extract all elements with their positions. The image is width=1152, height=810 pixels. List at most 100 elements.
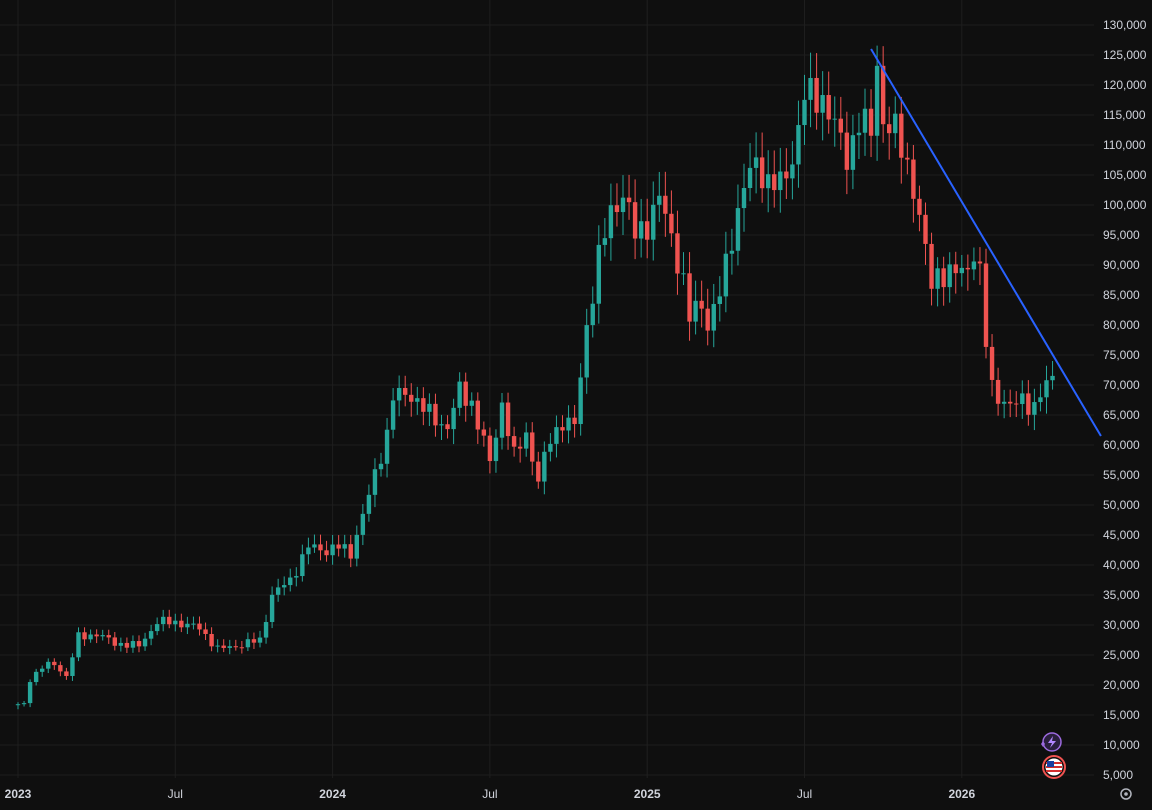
candle — [759, 132, 765, 203]
candle-body — [1038, 397, 1043, 403]
candle-body — [911, 159, 916, 199]
candle-body — [578, 377, 583, 425]
y-tick-label: 30,000 — [1103, 618, 1140, 632]
candle-body — [626, 197, 632, 203]
trendline[interactable] — [870, 48, 1102, 437]
candle — [929, 232, 934, 306]
candle — [681, 252, 686, 285]
candle — [360, 503, 366, 546]
candle-body — [657, 195, 662, 205]
y-tick-label: 90,000 — [1103, 258, 1140, 272]
candle — [989, 334, 995, 397]
candle-body — [173, 620, 178, 625]
candle-body — [318, 544, 323, 551]
candle-body — [1014, 403, 1019, 405]
candle — [669, 190, 674, 247]
candle-body — [215, 645, 220, 647]
candle — [965, 254, 971, 291]
candle — [499, 392, 505, 450]
candle — [548, 433, 553, 462]
candle-body — [457, 381, 462, 408]
candle-body — [802, 99, 807, 126]
candle — [814, 53, 819, 130]
candle-body — [669, 213, 674, 234]
candle — [566, 405, 571, 444]
candle-body — [929, 243, 934, 289]
candle-body — [766, 174, 771, 189]
candle — [778, 147, 783, 213]
us-flag-icon[interactable] — [1042, 755, 1066, 779]
candle — [995, 367, 1001, 416]
candle — [378, 452, 384, 477]
candle — [493, 429, 499, 473]
candle-body — [917, 198, 922, 215]
candle — [1038, 383, 1043, 412]
candle-body — [596, 244, 601, 304]
candle-body — [360, 513, 366, 535]
candle-body — [620, 197, 626, 213]
candle-body — [687, 273, 692, 322]
candle — [511, 426, 517, 457]
candle — [524, 422, 529, 457]
candle — [76, 627, 81, 662]
grid-lines — [0, 0, 1094, 778]
candle — [687, 252, 692, 341]
candle-body — [808, 77, 813, 100]
candle — [790, 141, 795, 200]
candle-body — [905, 157, 910, 160]
candle — [1001, 389, 1007, 419]
candle-body — [778, 171, 783, 191]
candle-body — [300, 554, 305, 577]
candle-body — [167, 616, 172, 625]
y-tick-label: 95,000 — [1103, 228, 1140, 242]
candle-body — [717, 296, 722, 304]
candle — [58, 661, 63, 677]
candle — [415, 386, 420, 415]
time-axis[interactable]: 2023 Jul 2024 Jul 2025 Jul 2026 — [5, 787, 976, 801]
candle-body — [21, 703, 27, 705]
candle — [887, 106, 892, 160]
candle-body — [536, 461, 541, 482]
candle — [191, 616, 196, 630]
candle-body — [439, 424, 444, 426]
candle — [766, 150, 771, 213]
candle-body — [112, 637, 117, 646]
y-tick-label: 60,000 — [1103, 438, 1140, 452]
candle — [602, 217, 608, 257]
candle-body — [747, 167, 753, 188]
candle — [832, 96, 837, 147]
price-axis[interactable]: 130,000 125,000 120,000 115,000 110,000 105,0… — [1103, 18, 1147, 782]
candle-body — [887, 124, 892, 134]
lightning-alert-icon[interactable] — [1041, 732, 1062, 752]
candle — [517, 437, 523, 463]
candle — [717, 276, 722, 322]
settings-gear-icon[interactable] — [1120, 788, 1132, 800]
candle-body — [257, 637, 263, 643]
trendline-layer[interactable] — [870, 48, 1102, 437]
x-tick-label: 2023 — [5, 787, 32, 801]
candle-body — [415, 398, 420, 402]
y-tick-label: 50,000 — [1103, 498, 1140, 512]
candle-body — [451, 407, 456, 430]
candle-body — [124, 642, 130, 648]
candle — [899, 96, 904, 184]
candle-body — [294, 576, 299, 578]
candle — [396, 375, 402, 417]
candle — [269, 586, 275, 629]
candle-body — [1020, 393, 1025, 405]
candle — [675, 210, 680, 295]
candle-body — [106, 635, 111, 638]
candle — [560, 415, 565, 443]
candle — [977, 247, 983, 286]
candle — [185, 616, 190, 635]
candle — [403, 375, 408, 407]
y-tick-label: 105,000 — [1103, 168, 1147, 182]
candle-body — [1044, 380, 1049, 398]
candle — [70, 653, 75, 681]
candle — [1044, 365, 1049, 414]
candle — [626, 174, 632, 220]
candle-body — [790, 164, 795, 179]
y-tick-label: 80,000 — [1103, 318, 1140, 332]
